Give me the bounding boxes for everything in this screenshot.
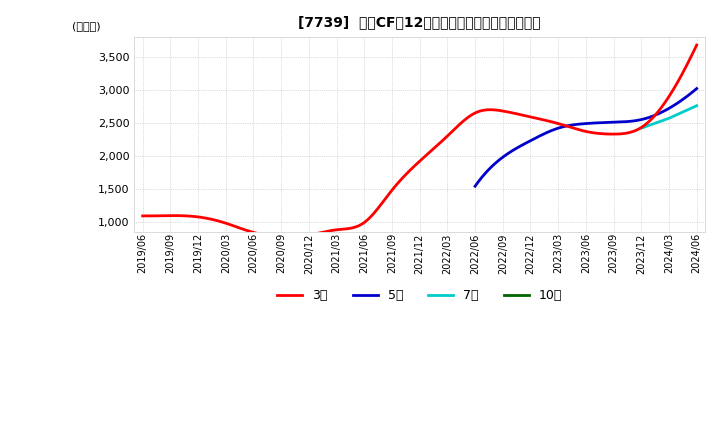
Legend: 3年, 5年, 7年, 10年: 3年, 5年, 7年, 10年 — [272, 284, 567, 307]
Y-axis label: (百万円): (百万円) — [71, 21, 100, 31]
Title: [7739]  営業CFの12か月移動合計の標準偏差の推移: [7739] 営業CFの12か月移動合計の標準偏差の推移 — [298, 15, 541, 29]
